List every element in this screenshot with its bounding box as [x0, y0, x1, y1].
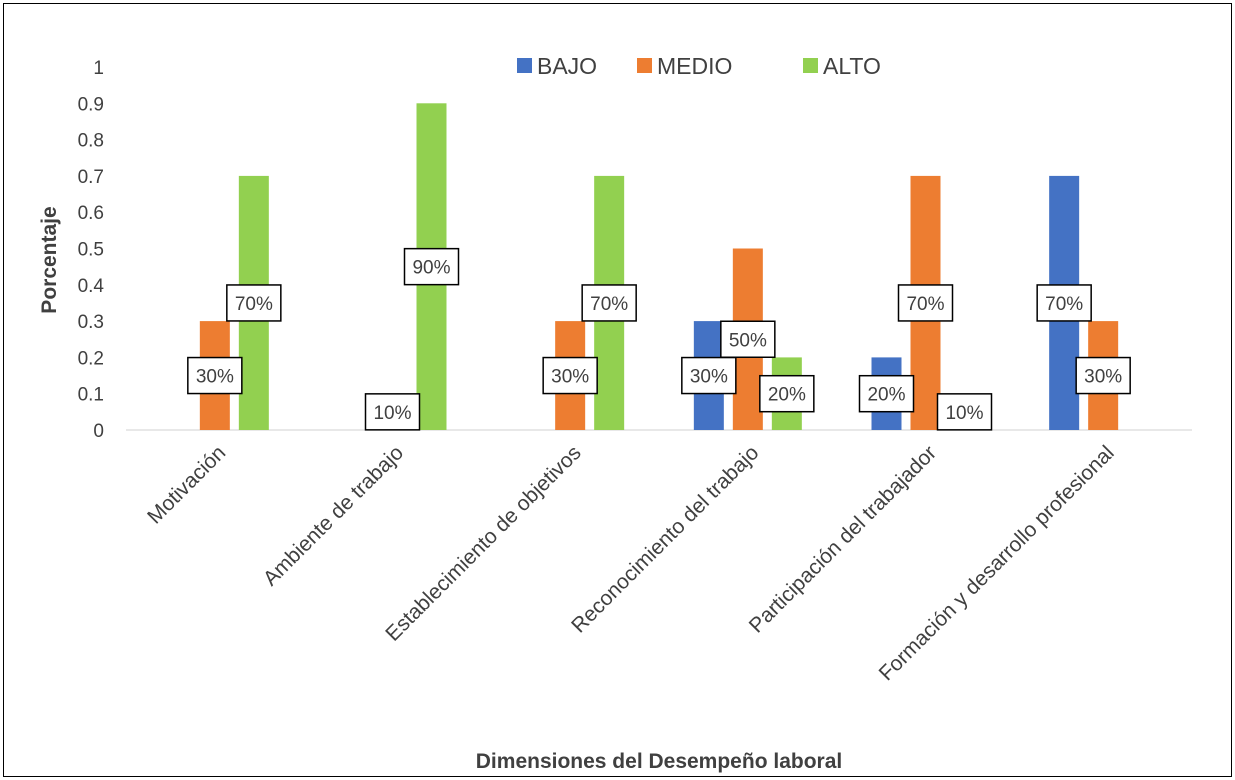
- data-label: 10%: [936, 393, 993, 431]
- legend: BAJO MEDIO ALTO: [517, 53, 881, 79]
- y-tick-label: 0.8: [78, 131, 104, 152]
- data-label-text: 70%: [235, 294, 273, 315]
- chart-frame: 0 0.1 0.2 0.3 0.4 0.5 0.6 0.7 0.8 0.9 1 Motivación A…: [3, 3, 1232, 777]
- legend-item-medio: MEDIO: [637, 53, 732, 79]
- data-label-text: 50%: [729, 330, 767, 351]
- data-label-text: 30%: [1084, 367, 1122, 388]
- data-label: 70%: [897, 284, 954, 322]
- data-label: 30%: [187, 356, 243, 395]
- y-tick-label: 0.6: [78, 203, 104, 224]
- data-label: 30%: [542, 356, 598, 395]
- y-tick-label: 0.4: [78, 276, 105, 297]
- data-label-box: [581, 284, 637, 322]
- legend-label: BAJO: [537, 53, 597, 79]
- data-label-text: 70%: [1045, 294, 1083, 315]
- data-label-text: 30%: [551, 367, 589, 388]
- legend-label: ALTO: [823, 53, 881, 79]
- data-label-text: 70%: [906, 294, 944, 315]
- x-tick-label: Establecimiento de objetivos: [381, 441, 585, 645]
- data-label: 30%: [1075, 356, 1131, 395]
- data-label-box: [858, 374, 915, 413]
- legend-item-bajo: BAJO: [517, 53, 597, 79]
- data-label-box: [542, 356, 598, 395]
- y-tick-label: 0.7: [78, 167, 104, 188]
- legend-item-alto: ALTO: [803, 53, 881, 79]
- data-label-text: 30%: [690, 367, 728, 388]
- data-labels-layer: 30%20%70%30%10%30%50%70%30%70%90%70%20%1…: [187, 247, 1131, 431]
- y-tick-label: 0: [93, 421, 104, 442]
- data-label-box: [403, 247, 460, 286]
- data-label-text: 90%: [412, 258, 450, 279]
- y-tick-label: 0.2: [78, 348, 104, 369]
- data-label: 20%: [858, 374, 915, 413]
- data-label: 70%: [581, 284, 637, 322]
- data-label-box: [1036, 284, 1092, 322]
- data-label-box: [226, 284, 282, 322]
- data-label: 50%: [720, 320, 776, 358]
- x-tick-label: Ambiente de trabajo: [259, 441, 408, 590]
- data-label: 70%: [1036, 284, 1092, 322]
- legend-label: MEDIO: [657, 53, 732, 79]
- data-label-box: [936, 393, 993, 431]
- data-label-box: [187, 356, 243, 395]
- data-label-box: [1075, 356, 1131, 395]
- data-label: 70%: [226, 284, 282, 322]
- data-label-text: 30%: [196, 367, 234, 388]
- y-axis-title: Porcentaje: [38, 206, 61, 313]
- x-tick-label: Participación del trabajador: [745, 441, 941, 637]
- data-label: 90%: [403, 247, 460, 286]
- data-label-text: 20%: [867, 385, 905, 406]
- data-label-box: [759, 374, 815, 413]
- bars-layer: [199, 103, 1119, 431]
- data-label-box: [720, 320, 776, 358]
- x-tick-label: Motivación: [143, 441, 230, 528]
- data-label: 10%: [364, 393, 421, 431]
- bar-chart: 0 0.1 0.2 0.3 0.4 0.5 0.6 0.7 0.8 0.9 1 Motivación A…: [38, 53, 1192, 773]
- y-tick-label: 0.3: [78, 312, 104, 333]
- data-label-text: 20%: [768, 385, 806, 406]
- legend-swatch: [517, 58, 532, 73]
- data-label: 30%: [681, 356, 737, 395]
- data-label-box: [364, 393, 421, 431]
- data-label-text: 10%: [373, 403, 411, 424]
- y-tick-label: 1: [93, 58, 104, 79]
- x-tick-label: Reconocimiento del trabajo: [567, 441, 763, 637]
- legend-swatch: [637, 58, 652, 73]
- x-axis-title: Dimensiones del Desempeño laboral: [476, 750, 842, 773]
- data-label-box: [681, 356, 737, 395]
- legend-swatch: [803, 58, 818, 73]
- y-tick-label: 0.5: [78, 240, 104, 261]
- y-tick-label: 0.1: [78, 385, 104, 406]
- data-label-text: 70%: [590, 294, 628, 315]
- data-label: 20%: [759, 374, 815, 413]
- y-tick-label: 0.9: [78, 94, 104, 115]
- data-label-text: 10%: [945, 403, 983, 424]
- data-label-box: [897, 284, 954, 322]
